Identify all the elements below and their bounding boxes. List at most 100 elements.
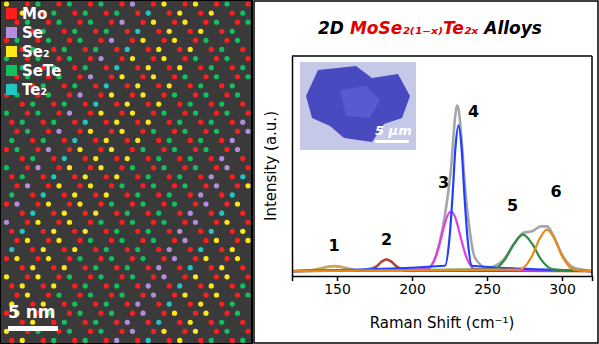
atom: [35, 147, 40, 152]
atom: [209, 211, 214, 216]
atom: [135, 192, 140, 197]
atom: [109, 38, 114, 43]
spectrum-line: [292, 125, 592, 271]
atom: [146, 47, 151, 52]
atom: [72, 192, 77, 197]
atom: [230, 65, 235, 70]
atom: [56, 111, 61, 116]
peak-label: 2: [381, 230, 392, 249]
atom: [35, 274, 40, 279]
atom: [177, 156, 182, 161]
atom: [88, 220, 93, 225]
atom: [72, 29, 77, 34]
atom: [88, 111, 93, 116]
atom: [119, 165, 124, 170]
atom: [182, 165, 187, 170]
inset-scale-label: 5 μm: [375, 123, 412, 138]
atom: [83, 211, 88, 216]
atom: [67, 1, 72, 6]
atom: [245, 111, 250, 116]
atom: [130, 38, 135, 43]
legend-label: Te₂: [22, 81, 47, 99]
atom: [177, 120, 182, 125]
plot-frame: [591, 56, 593, 276]
atom: [198, 247, 203, 252]
atom: [51, 265, 56, 270]
atom: [51, 174, 56, 179]
atom: [83, 174, 88, 179]
atom: [125, 47, 130, 52]
atom: [214, 20, 219, 25]
atom: [140, 238, 145, 243]
atom: [135, 247, 140, 252]
legend-label: Se: [22, 24, 43, 42]
atom: [119, 329, 124, 334]
atom: [193, 165, 198, 170]
atom: [41, 138, 46, 143]
atom: [4, 274, 9, 279]
atom: [93, 47, 98, 52]
atom: [25, 238, 30, 243]
atom: [161, 111, 166, 116]
atom: [198, 174, 203, 179]
plot-area: [292, 106, 592, 271]
atom: [98, 311, 103, 316]
legend-swatch: [6, 65, 17, 76]
atom: [151, 129, 156, 134]
atom: [161, 92, 166, 97]
atom: [83, 47, 88, 52]
atom: [177, 283, 182, 288]
atom: [230, 83, 235, 88]
atom: [35, 165, 40, 170]
x-tick-label: 250: [474, 281, 501, 297]
atom: [109, 292, 114, 297]
atom: [245, 292, 250, 297]
atom: [182, 129, 187, 134]
atom: [114, 211, 119, 216]
atom: [93, 265, 98, 270]
atom: [235, 311, 240, 316]
atom: [151, 56, 156, 61]
atom: [167, 120, 172, 125]
atom: [4, 201, 9, 206]
atom: [93, 301, 98, 306]
x-axis-title: Raman Shift (cm⁻¹): [370, 314, 515, 332]
atom: [146, 10, 151, 15]
atom: [125, 320, 130, 325]
atom: [56, 20, 61, 25]
plot-frame: [292, 55, 592, 57]
atom: [72, 174, 77, 179]
atom: [245, 129, 250, 134]
atom: [151, 329, 156, 334]
atom: [151, 1, 156, 6]
atom: [240, 265, 245, 270]
x-tick-label: 150: [324, 281, 351, 297]
atom: [88, 20, 93, 25]
atom: [172, 311, 177, 316]
atom: [51, 229, 56, 234]
x-axis: 150200250300: [293, 276, 593, 297]
atom: [198, 283, 203, 288]
atom: [214, 56, 219, 61]
atom: [20, 283, 25, 288]
atom: [114, 265, 119, 270]
atom: [35, 256, 40, 261]
atom: [88, 329, 93, 334]
atom: [193, 38, 198, 43]
atom: [30, 247, 35, 252]
atom: [172, 238, 177, 243]
atom: [114, 10, 119, 15]
atom: [77, 256, 82, 261]
atom: [77, 38, 82, 43]
atom: [25, 220, 30, 225]
atom: [135, 301, 140, 306]
atom: [214, 1, 219, 6]
atom: [182, 1, 187, 6]
atom: [167, 65, 172, 70]
atom: [9, 120, 14, 125]
atom: [240, 156, 245, 161]
atom: [146, 265, 151, 270]
atom: [156, 138, 161, 143]
atom: [188, 247, 193, 252]
atom: [51, 156, 56, 161]
